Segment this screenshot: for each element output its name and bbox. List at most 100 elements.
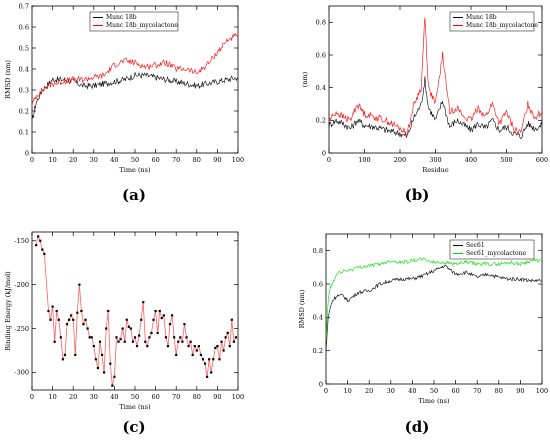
data-point xyxy=(183,323,186,326)
y-tick-label: 0.4 xyxy=(316,84,326,92)
data-point xyxy=(98,340,102,343)
data-point xyxy=(131,340,135,343)
series-line xyxy=(31,72,239,120)
x-tick-label: 0 xyxy=(324,387,328,395)
data-point xyxy=(216,345,219,348)
data-point xyxy=(152,318,155,321)
data-point xyxy=(113,375,116,378)
chart-panel-b: 0 100 200 300 400 500 600 0 0.2 0.4 0.6 0.8 Residue (… xyxy=(275,0,550,215)
y-tick-label: 0.6 xyxy=(19,23,29,31)
data-point xyxy=(156,331,159,335)
x-tick-label: 70 xyxy=(172,156,180,164)
data-point xyxy=(212,358,215,361)
data-point xyxy=(86,327,89,330)
data-point xyxy=(185,336,188,339)
data-point xyxy=(105,327,108,330)
chart-b: 0 100 200 300 400 500 600 0 0.2 0.4 0.6 0.8 Residue (… xyxy=(301,5,548,174)
x-tick-label: 0 xyxy=(30,156,34,164)
caption-d: (d) xyxy=(404,418,430,436)
y-axis-label: RMSD (nm) xyxy=(298,289,306,328)
data-point xyxy=(146,345,149,348)
y-axis-label: RMSD (nm) xyxy=(4,60,12,99)
chart-panel-a: 0 10 20 30 40 50 60 70 80 90 100 0 0.1 0.2 0.3 0.4 0.5 0.… xyxy=(0,0,275,215)
x-tick-label: 90 xyxy=(213,156,221,164)
data-point xyxy=(199,353,203,356)
x-tick-label: 30 xyxy=(90,156,98,164)
data-point xyxy=(148,336,151,339)
x-tick-label: 0 xyxy=(30,393,34,401)
data-point xyxy=(164,336,167,339)
legend-label: Munc 18b xyxy=(106,14,137,21)
data-point xyxy=(201,358,205,361)
y-tick-label: 0.8 xyxy=(316,19,326,27)
legend-box xyxy=(449,239,535,260)
data-point xyxy=(94,358,97,361)
data-point xyxy=(84,318,87,321)
data-point xyxy=(90,336,93,339)
data-point xyxy=(162,314,165,317)
data-point xyxy=(191,353,194,356)
y-tick-label: 0.5 xyxy=(19,44,29,52)
data-point xyxy=(72,318,75,321)
caption-c: (c) xyxy=(122,418,146,436)
y-tick-label: 0.6 xyxy=(316,51,326,59)
data-point xyxy=(154,309,157,313)
series-line xyxy=(325,264,543,351)
data-point xyxy=(70,314,73,317)
data-point xyxy=(65,323,69,326)
legend-label: Munc 18b_mycolactone xyxy=(466,22,538,29)
x-axis-label: Residue xyxy=(422,166,449,174)
data-point xyxy=(80,309,83,313)
data-point xyxy=(189,340,192,343)
x-tick-label: 40 xyxy=(110,156,118,164)
data-point xyxy=(140,318,143,321)
data-point xyxy=(123,340,126,343)
plot-frame xyxy=(31,231,239,391)
data-point xyxy=(138,334,141,337)
data-point xyxy=(177,340,180,343)
data-point xyxy=(111,384,114,387)
data-point xyxy=(107,309,110,313)
x-tick-label: 50 xyxy=(430,387,438,395)
data-point xyxy=(59,336,62,339)
x-tick-label: 100 xyxy=(358,156,370,164)
x-tick-label: 200 xyxy=(394,156,406,164)
data-point xyxy=(168,323,172,326)
data-point xyxy=(150,331,153,335)
data-point xyxy=(208,358,211,361)
legend-label: Munc 18b xyxy=(466,14,497,21)
data-point xyxy=(117,340,120,343)
x-tick-label: 70 xyxy=(473,387,481,395)
x-tick-label: 50 xyxy=(131,393,139,401)
data-point xyxy=(170,314,174,317)
data-point xyxy=(78,283,81,286)
x-tick-label: 600 xyxy=(536,156,548,164)
x-tick-label: 30 xyxy=(387,387,395,395)
data-point xyxy=(129,327,132,330)
y-tick-label: -150 xyxy=(14,237,29,245)
data-point xyxy=(76,311,79,314)
x-tick-label: 80 xyxy=(495,387,503,395)
data-point xyxy=(53,340,56,343)
data-point xyxy=(175,353,178,356)
data-point xyxy=(158,309,161,313)
caption-b: (b) xyxy=(404,186,430,204)
data-point xyxy=(230,318,233,321)
x-tick-label: 40 xyxy=(408,387,416,395)
x-tick-label: 60 xyxy=(151,393,159,401)
y-tick-label: 0.2 xyxy=(313,347,323,355)
data-point xyxy=(63,353,67,356)
y-tick-label: 0.7 xyxy=(19,2,29,10)
data-point xyxy=(166,345,170,348)
series-line xyxy=(328,76,543,139)
x-tick-label: 300 xyxy=(429,156,441,164)
x-tick-label: 80 xyxy=(193,393,201,401)
data-point xyxy=(226,331,229,335)
data-point xyxy=(203,362,207,365)
data-point xyxy=(210,371,213,374)
chart-d: 0 10 20 30 40 50 60 70 80 90 100 0 0.2 0.4 0.6 0.8 Time … xyxy=(298,233,548,405)
y-tick-label: 0 xyxy=(322,149,326,157)
data-point xyxy=(103,371,106,374)
y-tick-label: -250 xyxy=(14,325,29,333)
data-point xyxy=(179,336,182,339)
